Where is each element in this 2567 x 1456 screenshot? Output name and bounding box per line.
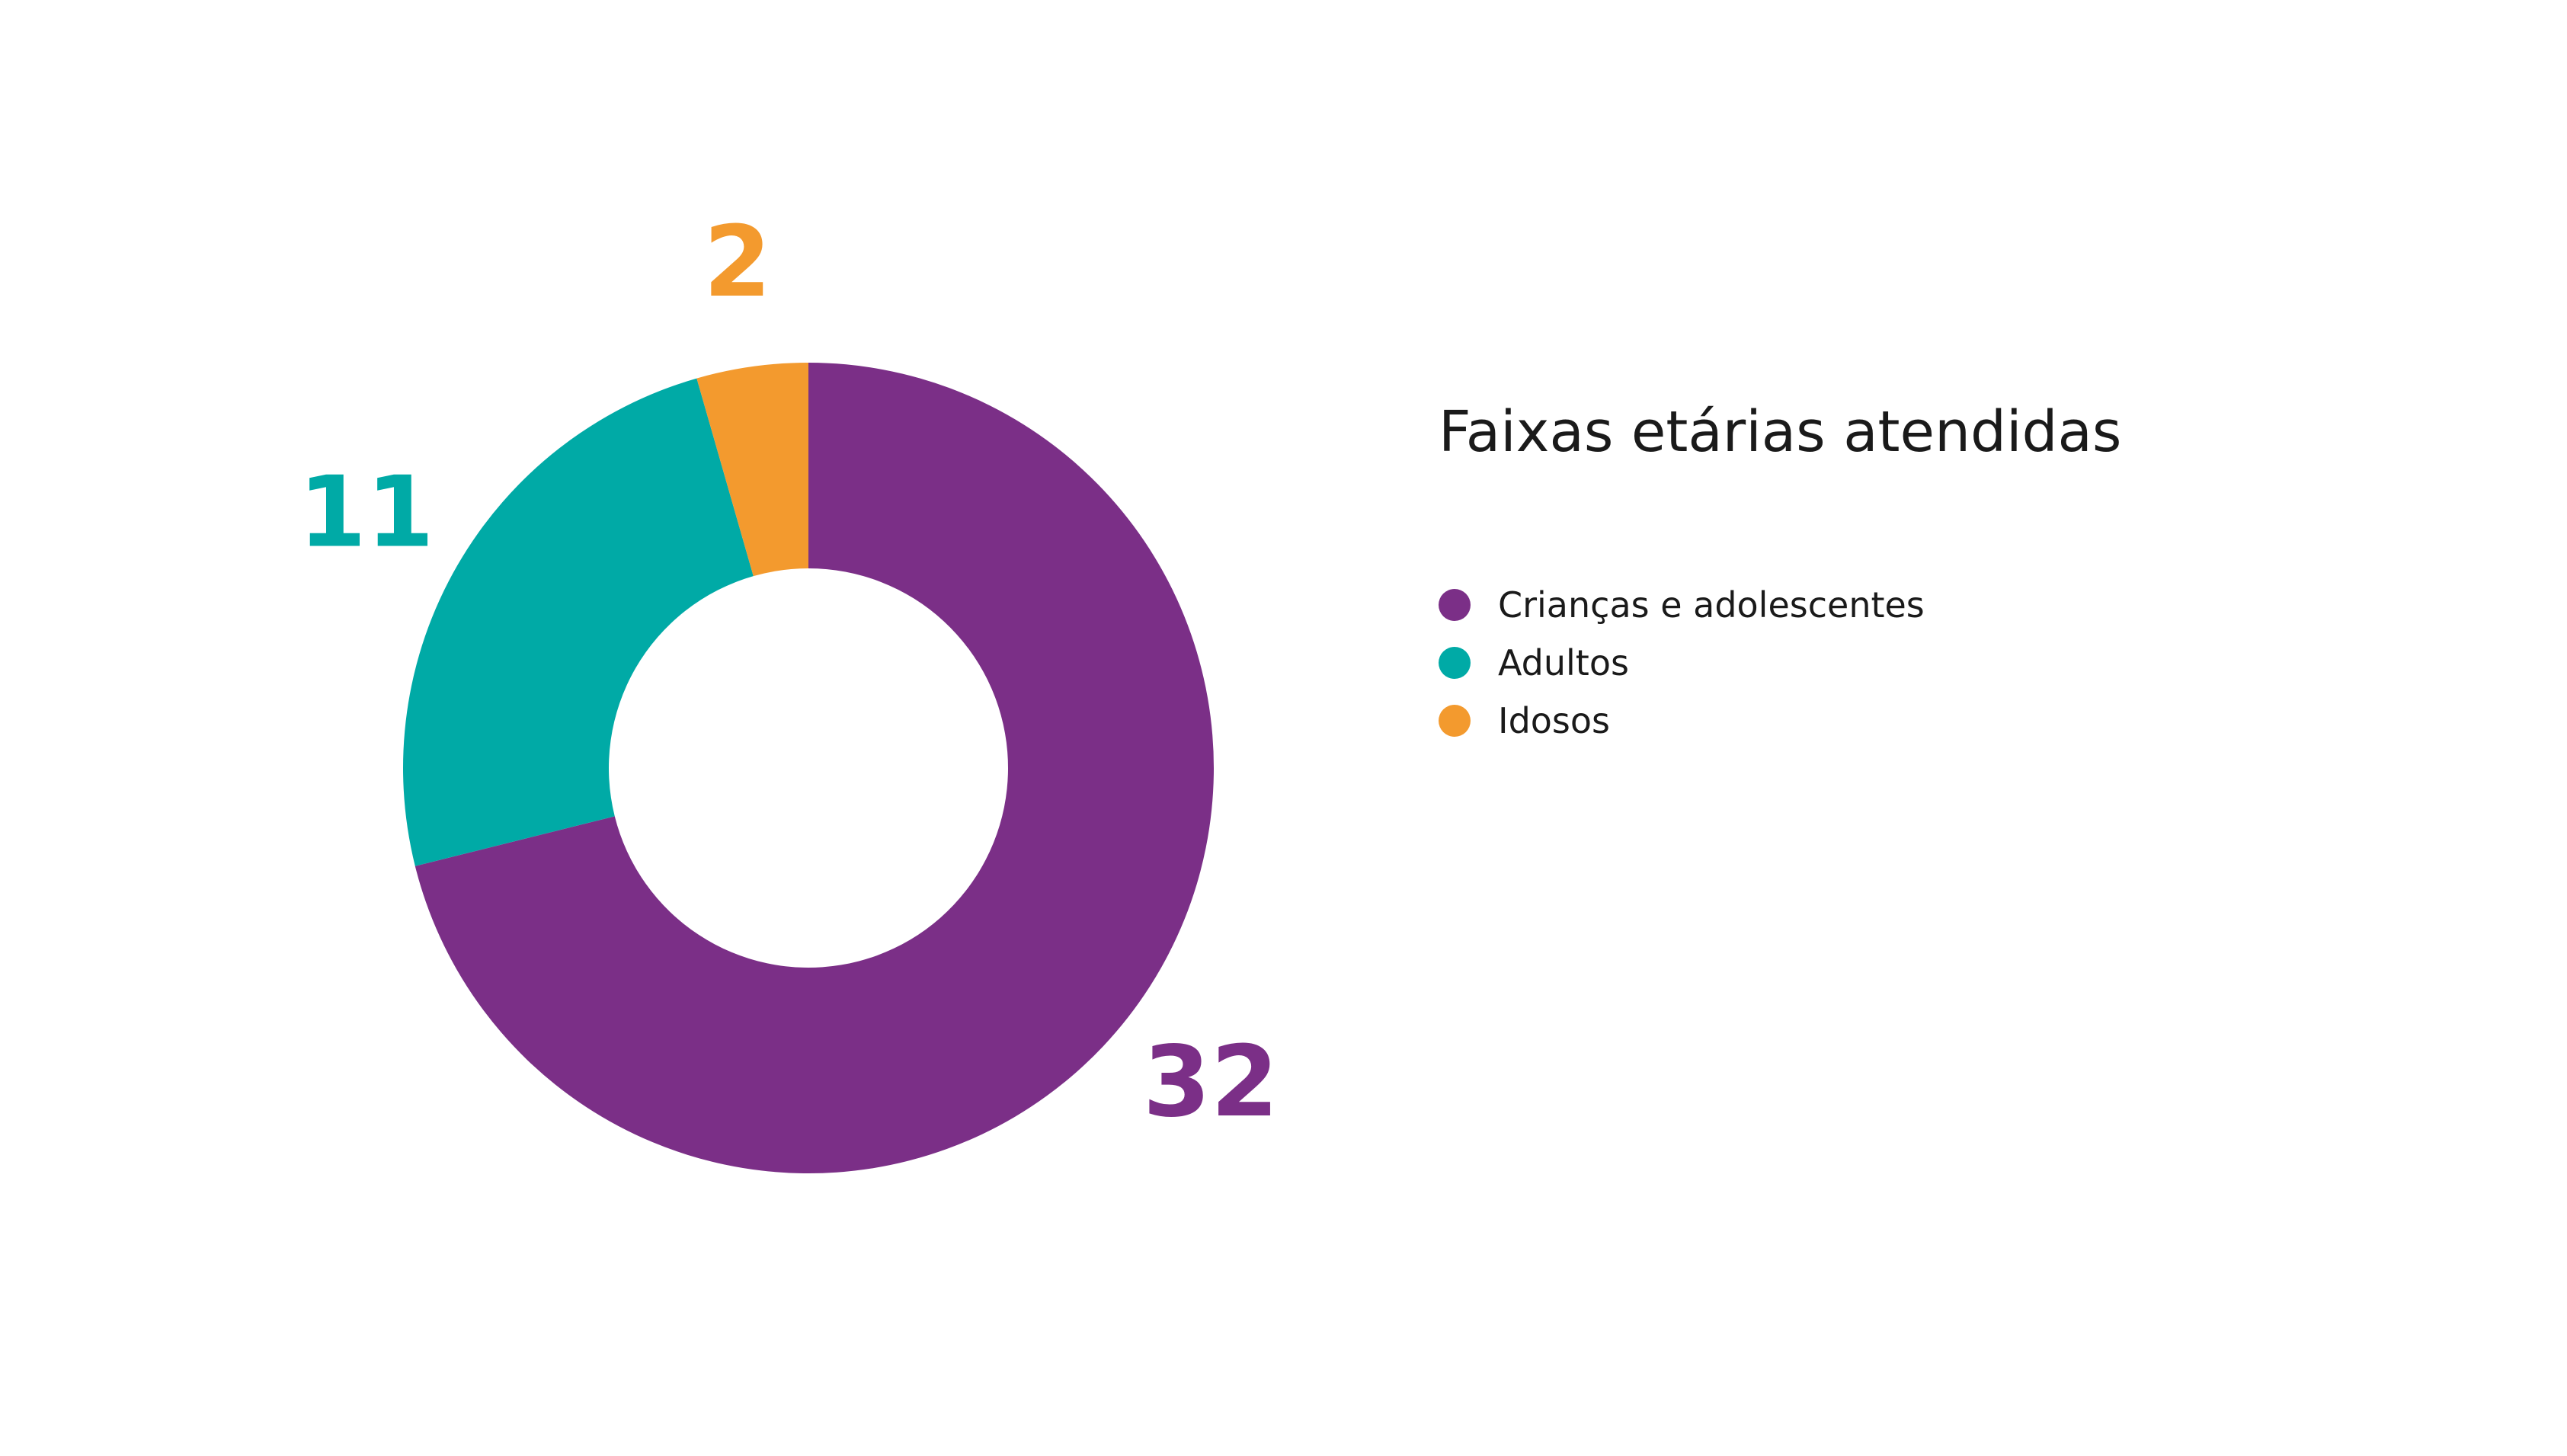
value-labels: 32 11 2 — [299, 206, 1279, 1139]
legend-item-adultos: Adultos — [1439, 634, 2121, 692]
legend-swatch — [1439, 589, 1471, 621]
legend-label: Crianças e adolescentes — [1498, 584, 1925, 626]
donut-slice-idosos — [696, 363, 808, 577]
legend-item-criancas: Crianças e adolescentes — [1439, 576, 2121, 634]
donut-slice-adultos — [403, 378, 754, 866]
legend-label: Adultos — [1498, 642, 1629, 683]
legend-swatch — [1439, 705, 1471, 737]
chart-title: Faixas etárias atendidas — [1439, 399, 2122, 465]
chart-legend: Faixas etárias atendidas Crianças e adol… — [1439, 404, 2121, 762]
legend-label: Idosos — [1498, 700, 1610, 741]
donut-slice-criancas — [414, 363, 1215, 1173]
donut-slices — [403, 363, 1215, 1173]
value-label-criancas: 32 — [1143, 1026, 1279, 1139]
legend-swatch — [1439, 647, 1471, 679]
value-label-adultos: 11 — [299, 456, 434, 570]
legend-item-idosos: Idosos — [1439, 692, 2121, 750]
legend-list: Crianças e adolescentes Adultos Idosos — [1439, 576, 2121, 750]
value-label-idosos: 2 — [703, 206, 771, 319]
